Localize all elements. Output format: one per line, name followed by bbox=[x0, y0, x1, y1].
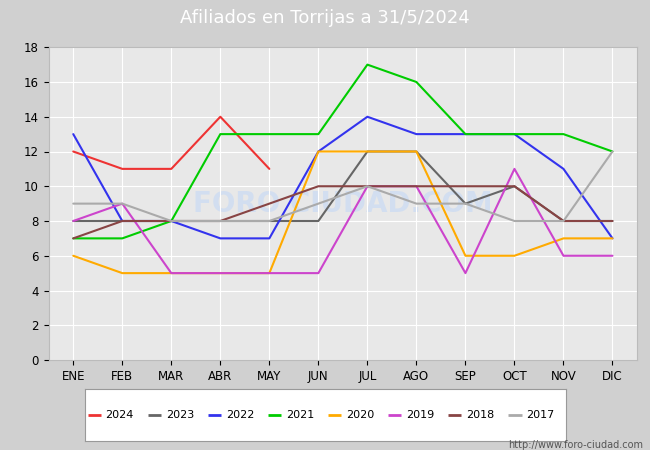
Text: 2019: 2019 bbox=[406, 410, 434, 420]
Text: 2024: 2024 bbox=[105, 410, 134, 420]
Text: 2023: 2023 bbox=[166, 410, 194, 420]
Text: 2018: 2018 bbox=[466, 410, 495, 420]
Text: FORO CIUDAD.COM: FORO CIUDAD.COM bbox=[193, 189, 493, 218]
Text: 2022: 2022 bbox=[226, 410, 254, 420]
Text: http://www.foro-ciudad.com: http://www.foro-ciudad.com bbox=[508, 440, 644, 450]
Text: 2021: 2021 bbox=[286, 410, 314, 420]
Text: 2017: 2017 bbox=[526, 410, 554, 420]
Text: Afiliados en Torrijas a 31/5/2024: Afiliados en Torrijas a 31/5/2024 bbox=[180, 9, 470, 27]
Text: 2020: 2020 bbox=[346, 410, 374, 420]
